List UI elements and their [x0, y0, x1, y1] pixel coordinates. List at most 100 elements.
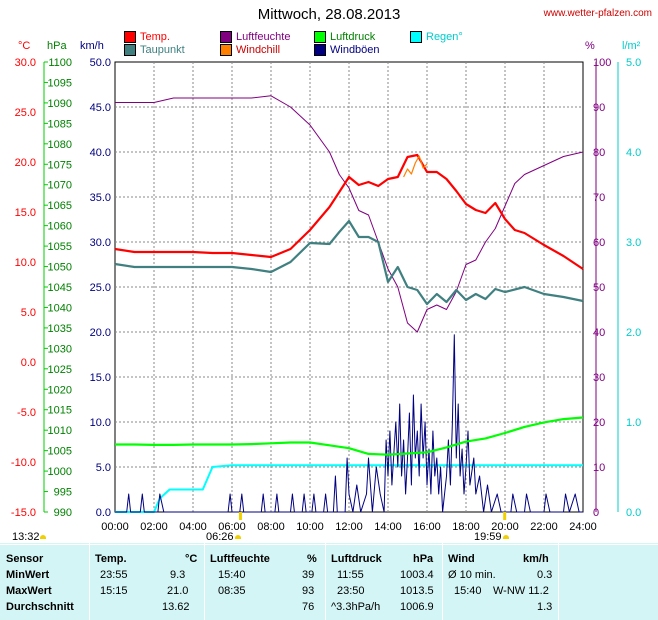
- max-wind-value: W-NW 11.2: [493, 585, 549, 597]
- time-tick-label: 06:00: [218, 521, 246, 533]
- legend-humidity: Luftfeuchte: [220, 31, 290, 43]
- humidity-tick-label: 90: [593, 102, 605, 114]
- dewpoint-line: [114, 219, 584, 306]
- table-divider: [442, 543, 443, 620]
- avg-press-value: 1006.9: [400, 601, 434, 613]
- header-humidity: Luftfeuchte: [210, 553, 270, 565]
- wind-tick-label: 0.0: [96, 507, 111, 519]
- chart-title: Mittwoch, 28.08.2013: [257, 6, 401, 23]
- time-tick-label: 00:00: [101, 521, 129, 533]
- pressure-tick-label: 1050: [48, 262, 72, 274]
- pressure-tick-label: 1095: [48, 77, 72, 89]
- header-sensor: Sensor: [6, 553, 44, 565]
- pressure-tick-label: 1045: [48, 282, 72, 294]
- time-tick-label: 18:00: [452, 521, 480, 533]
- pressure-tick-label: 1010: [48, 425, 72, 437]
- sun-icon: [40, 535, 46, 539]
- table-divider: [0, 544, 658, 545]
- gusts-line: [115, 334, 583, 513]
- pressure-tick-label: 1070: [48, 180, 72, 192]
- row-label-min: MinWert: [6, 569, 50, 581]
- pressure-tick-label: 1005: [48, 446, 72, 458]
- temp-tick-label: 10.0: [15, 257, 36, 269]
- humidity-tick-label: 10: [593, 462, 605, 474]
- temp-line: [114, 153, 584, 270]
- unit-rain: l/m²: [622, 40, 641, 52]
- header-wind-unit: km/h: [523, 553, 549, 565]
- min-wind-value: 0.3: [537, 569, 553, 581]
- pressure-tick-label: 1000: [48, 466, 72, 478]
- min-press-value: 1003.4: [400, 569, 434, 581]
- legend-windchill: Windchill: [220, 44, 280, 56]
- weather-chart: 30.0 25.0 20.0 15.0 10.0 5.0 0.0 -5.0 -10.0 -15.0…: [11, 57, 641, 533]
- time-tick-label: 12:00: [335, 521, 363, 533]
- rain-tick-label: 1.0: [626, 417, 641, 429]
- humidity-tick-label: 80: [593, 147, 605, 159]
- source-url[interactable]: www.wetter-pfalzen.com: [543, 8, 652, 19]
- wind-tick-label: 15.0: [90, 372, 111, 384]
- max-temp-value: 21.0: [167, 585, 189, 597]
- wind-tick-label: 50.0: [90, 57, 111, 69]
- legend-gusts-swatch: [314, 44, 326, 56]
- header-pressure-unit: hPa: [413, 553, 434, 565]
- avg-wind-value: 1.3: [537, 601, 553, 613]
- time-tick-label: 16:00: [413, 521, 441, 533]
- pressure-tick-label: 1080: [48, 139, 72, 151]
- header-temp: Temp.: [95, 553, 127, 565]
- rain-tick-label: 3.0: [626, 237, 641, 249]
- wind-tick-label: 10.0: [90, 417, 111, 429]
- pressure-tick-label: 1025: [48, 364, 72, 376]
- avg-temp-value: 13.62: [162, 601, 190, 613]
- pressure-tick-label: 1090: [48, 98, 72, 110]
- unit-wind: km/h: [80, 40, 104, 52]
- table-divider: [204, 543, 205, 620]
- temp-tick-label: 30.0: [15, 57, 36, 69]
- avg-hum-value: 76: [302, 601, 315, 613]
- max-hum-value: 93: [302, 585, 315, 597]
- temp-tick-label: -15.0: [11, 507, 36, 519]
- wind-tick-label: 5.0: [96, 462, 111, 474]
- temp-tick-label: -10.0: [11, 457, 36, 469]
- min-wind-time: Ø 10 min.: [448, 569, 496, 581]
- header-pressure: Luftdruck: [331, 553, 382, 565]
- time-tick-label: 22:00: [530, 521, 558, 533]
- time-tick-label: 10:00: [296, 521, 324, 533]
- min-press-time: 11:55: [337, 569, 364, 581]
- sunset-time: 19:59: [474, 531, 502, 543]
- humidity-tick-label: 50: [593, 282, 605, 294]
- rain-tick-label: 4.0: [626, 147, 641, 159]
- legend-gusts-label: Windböen: [330, 44, 380, 56]
- legend-pressure-swatch: [314, 31, 326, 43]
- table-divider: [89, 543, 90, 620]
- sunset-icon: [503, 535, 509, 539]
- wind-tick-label: 35.0: [90, 192, 111, 204]
- time-tick-label: 04:00: [179, 521, 207, 533]
- rain-tick-label: 0.0: [626, 507, 641, 519]
- pressure-trend: ^3.3hPa/h: [331, 601, 381, 613]
- legend-pressure-label: Luftdruck: [330, 31, 376, 43]
- unit-humidity: %: [585, 40, 595, 52]
- legend-humidity-label: Luftfeuchte: [236, 31, 291, 43]
- min-temp-time: 23:55: [100, 569, 128, 581]
- legend-gusts: Windböen: [314, 44, 380, 56]
- max-hum-time: 08:35: [218, 585, 246, 597]
- pressure-tick-label: 1065: [48, 200, 72, 212]
- pressure-tick-label: 995: [54, 487, 72, 499]
- pressure-tick-label: 990: [54, 507, 72, 519]
- header-temp-unit: °C: [185, 553, 198, 565]
- legend-humidity-swatch: [220, 31, 232, 43]
- legend-dewpoint-label: Taupunkt: [140, 44, 185, 56]
- rain-tick-label: 2.0: [626, 327, 641, 339]
- table-divider: [325, 543, 326, 620]
- legend-windchill-label: Windchill: [236, 44, 281, 56]
- temp-tick-label: -5.0: [17, 407, 36, 419]
- temp-tick-label: 5.0: [21, 307, 36, 319]
- wind-tick-label: 30.0: [90, 237, 111, 249]
- wind-tick-label: 45.0: [90, 102, 111, 114]
- humidity-tick-label: 70: [593, 192, 605, 204]
- pressure-tick-label: 1100: [48, 57, 72, 69]
- windchill-line: [403, 155, 428, 178]
- humidity-tick-label: 0: [593, 507, 599, 519]
- row-label-max: MaxWert: [6, 585, 52, 597]
- pressure-tick-label: 1030: [48, 343, 72, 355]
